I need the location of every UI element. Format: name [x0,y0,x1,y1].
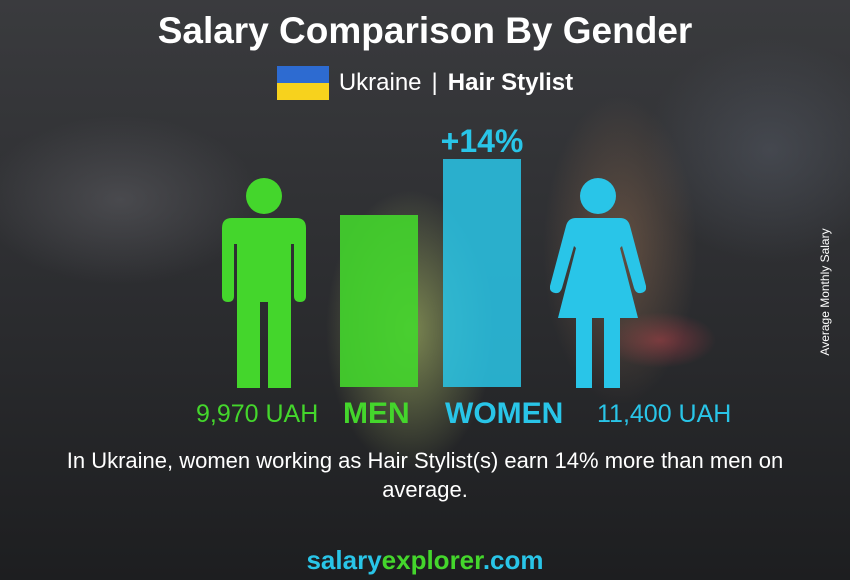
men-category-label: MEN [343,397,410,430]
brand-part-com: .com [482,545,544,575]
separator: | [431,69,438,96]
ukraine-flag-icon [276,66,329,100]
page-title: Salary Comparison By Gender [157,10,693,51]
brand-part-explorer: explorer [381,545,483,575]
difference-label: +14% [440,123,524,159]
men-value-label: 9,970 UAH [196,400,319,428]
y-axis-label: Average Monthly Salary [818,228,832,356]
bar-women [443,159,521,387]
male-figure-icon [222,178,306,388]
women-value-label: 11,400 UAH [597,400,732,428]
description: In Ukraine, women working as Hair Stylis… [66,448,784,502]
bar-men [340,215,418,387]
country-label: Ukraine [338,69,422,96]
subtitle: Ukraine | Hair Stylist [0,66,850,100]
women-category-label: WOMEN [445,397,564,430]
brand-link[interactable]: salaryexplorer.com [0,545,850,576]
brand-part-salary: salary [306,545,382,575]
job-label: Hair Stylist [447,69,574,96]
female-figure-icon [550,178,646,388]
